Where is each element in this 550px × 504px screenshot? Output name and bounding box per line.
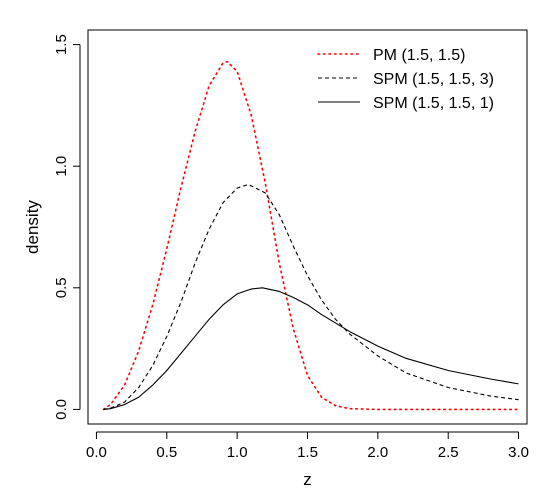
x-axis-title: z	[303, 470, 312, 489]
x-tick-label: 3.0	[508, 444, 529, 461]
legend-label-3: SPM (1.5, 1.5, 1)	[373, 95, 494, 112]
y-axis-title: density	[23, 200, 42, 254]
legend-label-1: PM (1.5, 1.5)	[373, 47, 465, 64]
x-tick-label: 0.0	[86, 444, 107, 461]
y-tick-label: 0.5	[53, 277, 70, 298]
y-tick-label: 1.0	[53, 156, 70, 177]
y-axis: 0.0 0.5 1.0 1.5	[53, 34, 81, 420]
y-tick-label: 0.0	[53, 399, 70, 420]
x-tick-label: 1.0	[227, 444, 248, 461]
plot-area-frame	[87, 29, 528, 425]
legend-label-2: SPM (1.5, 1.5, 3)	[373, 71, 494, 88]
series-line-2	[103, 183, 519, 410]
x-tick-label: 2.5	[438, 444, 459, 461]
x-tick-label: 1.5	[297, 444, 318, 461]
series-layer	[102, 60, 520, 411]
series-line-3	[103, 287, 519, 410]
x-tick-label: 2.0	[367, 444, 388, 461]
x-tick-label: 0.5	[156, 444, 177, 461]
plot-border	[87, 29, 528, 425]
series-line-1	[102, 60, 520, 411]
legend: PM (1.5, 1.5) SPM (1.5, 1.5, 3) SPM (1.5, …	[317, 47, 494, 112]
x-axis: 0.0 0.5 1.0 1.5 2.0 2.5 3.0	[86, 431, 529, 461]
y-tick-label: 1.5	[53, 34, 70, 55]
